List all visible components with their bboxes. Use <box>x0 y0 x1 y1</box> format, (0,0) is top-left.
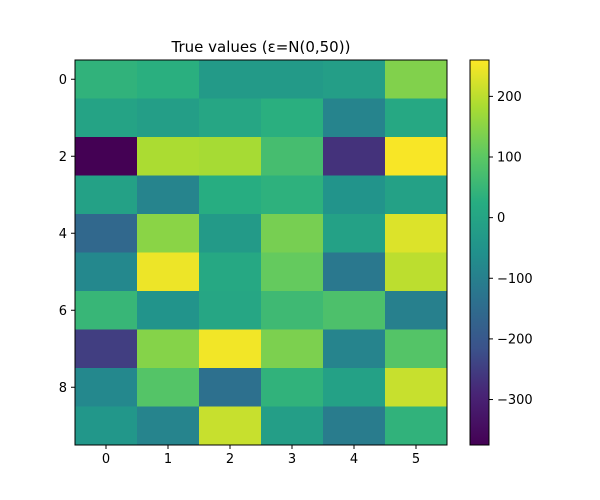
x-axis-ticks: 0 1 2 3 4 5 <box>102 445 420 467</box>
colorbar-tick-label: 200 <box>497 90 522 105</box>
heatmap-cell-r1-c0 <box>75 98 138 138</box>
heatmap-cell-r9-c5 <box>385 406 448 446</box>
colorbar-tick-label: 100 <box>497 151 522 166</box>
heatmap-cell-r8-c3 <box>261 368 324 407</box>
heatmap-cell-r5-c5 <box>385 252 448 292</box>
x-tick-label: 4 <box>350 452 358 467</box>
heatmap-frame <box>74 59 448 446</box>
heatmap-cell-r4-c2 <box>199 214 262 253</box>
heatmap-cell-r6-c1 <box>137 291 200 330</box>
heatmap-cell-r8-c4 <box>323 368 386 407</box>
heatmap-cell-r5-c3 <box>261 252 324 292</box>
heatmap-cell-r1-c4 <box>323 98 386 138</box>
colorbar-tick-label: −300 <box>497 393 533 408</box>
heatmap-cell-r1-c3 <box>261 98 324 138</box>
heatmap-cell-r0-c3 <box>261 60 324 99</box>
heatmap-cell-r6-c5 <box>385 291 448 330</box>
y-tick-label: 6 <box>59 304 67 319</box>
chart-title: True values (ε=N(0,50)) <box>171 38 351 56</box>
heatmap-cell-r8-c0 <box>75 368 138 407</box>
heatmap-cell-r6-c3 <box>261 291 324 330</box>
heatmap-cell-r2-c2 <box>199 137 262 176</box>
y-tick-label: 0 <box>59 73 67 88</box>
heatmap-cell-r2-c0 <box>75 137 138 176</box>
heatmap-cell-r7-c3 <box>261 329 324 369</box>
heatmap-cell-r2-c5 <box>385 137 448 176</box>
heatmap-cell-r3-c0 <box>75 175 138 215</box>
heatmap-cell-r1-c1 <box>137 98 200 138</box>
colorbar-tick-label: −100 <box>497 272 533 287</box>
heatmap-cell-r2-c4 <box>323 137 386 176</box>
x-tick-label: 3 <box>288 452 296 467</box>
colorbar-tick-label: 0 <box>497 211 505 226</box>
heatmap-cell-r2-c3 <box>261 137 324 176</box>
heatmap-cell-r9-c2 <box>199 406 262 446</box>
heatmap-cell-r4-c3 <box>261 214 324 253</box>
heatmap-cell-r3-c4 <box>323 175 386 215</box>
heatmap-cell-r4-c4 <box>323 214 386 253</box>
x-tick-label: 2 <box>226 452 234 467</box>
heatmap-cell-r9-c0 <box>75 406 138 446</box>
heatmap-cell-r4-c5 <box>385 214 448 253</box>
x-tick-label: 1 <box>164 452 172 467</box>
heatmap-cell-r7-c0 <box>75 329 138 369</box>
heatmap-cell-r7-c2 <box>199 329 262 369</box>
heatmap-cell-r7-c4 <box>323 329 386 369</box>
heatmap-cell-r3-c2 <box>199 175 262 215</box>
heatmap-cell-r1-c5 <box>385 98 448 138</box>
heatmap-cells <box>75 60 448 446</box>
heatmap-cell-r0-c2 <box>199 60 262 99</box>
heatmap-cell-r2-c1 <box>137 137 200 176</box>
heatmap-cell-r3-c1 <box>137 175 200 215</box>
colorbar: 200 100 0 −100 −200 −300 <box>469 59 533 446</box>
heatmap-cell-r6-c4 <box>323 291 386 330</box>
heatmap-cell-r4-c0 <box>75 214 138 253</box>
heatmap-cell-r8-c2 <box>199 368 262 407</box>
heatmap-cell-r9-c4 <box>323 406 386 446</box>
colorbar-bar <box>469 59 490 446</box>
heatmap-cell-r3-c3 <box>261 175 324 215</box>
heatmap-cell-r9-c1 <box>137 406 200 446</box>
heatmap-cell-r0-c5 <box>385 60 448 99</box>
heatmap-cell-r3-c5 <box>385 175 448 215</box>
heatmap-cell-r7-c5 <box>385 329 448 369</box>
heatmap-cell-r8-c1 <box>137 368 200 407</box>
x-tick-label: 5 <box>412 452 420 467</box>
heatmap-cell-r0-c4 <box>323 60 386 99</box>
x-tick-label: 0 <box>102 452 110 467</box>
colorbar-tick-label: −200 <box>497 332 533 347</box>
heatmap-cell-r5-c0 <box>75 252 138 292</box>
heatmap-cell-r5-c1 <box>137 252 200 292</box>
heatmap-cell-r4-c1 <box>137 214 200 253</box>
heatmap-cell-r7-c1 <box>137 329 200 369</box>
heatmap-cell-r1-c2 <box>199 98 262 138</box>
heatmap-cell-r6-c0 <box>75 291 138 330</box>
y-axis-ticks: 0 2 4 6 8 <box>59 73 75 396</box>
heatmap-cell-r0-c0 <box>75 60 138 99</box>
heatmap-cell-r0-c1 <box>137 60 200 99</box>
y-tick-label: 2 <box>59 150 67 165</box>
y-tick-label: 8 <box>59 381 67 396</box>
heatmap-cell-r5-c4 <box>323 252 386 292</box>
heatmap-cell-r8-c5 <box>385 368 448 407</box>
heatmap-cell-r6-c2 <box>199 291 262 330</box>
heatmap-cell-r5-c2 <box>199 252 262 292</box>
y-tick-label: 4 <box>59 227 67 242</box>
heatmap-cell-r9-c3 <box>261 406 324 446</box>
